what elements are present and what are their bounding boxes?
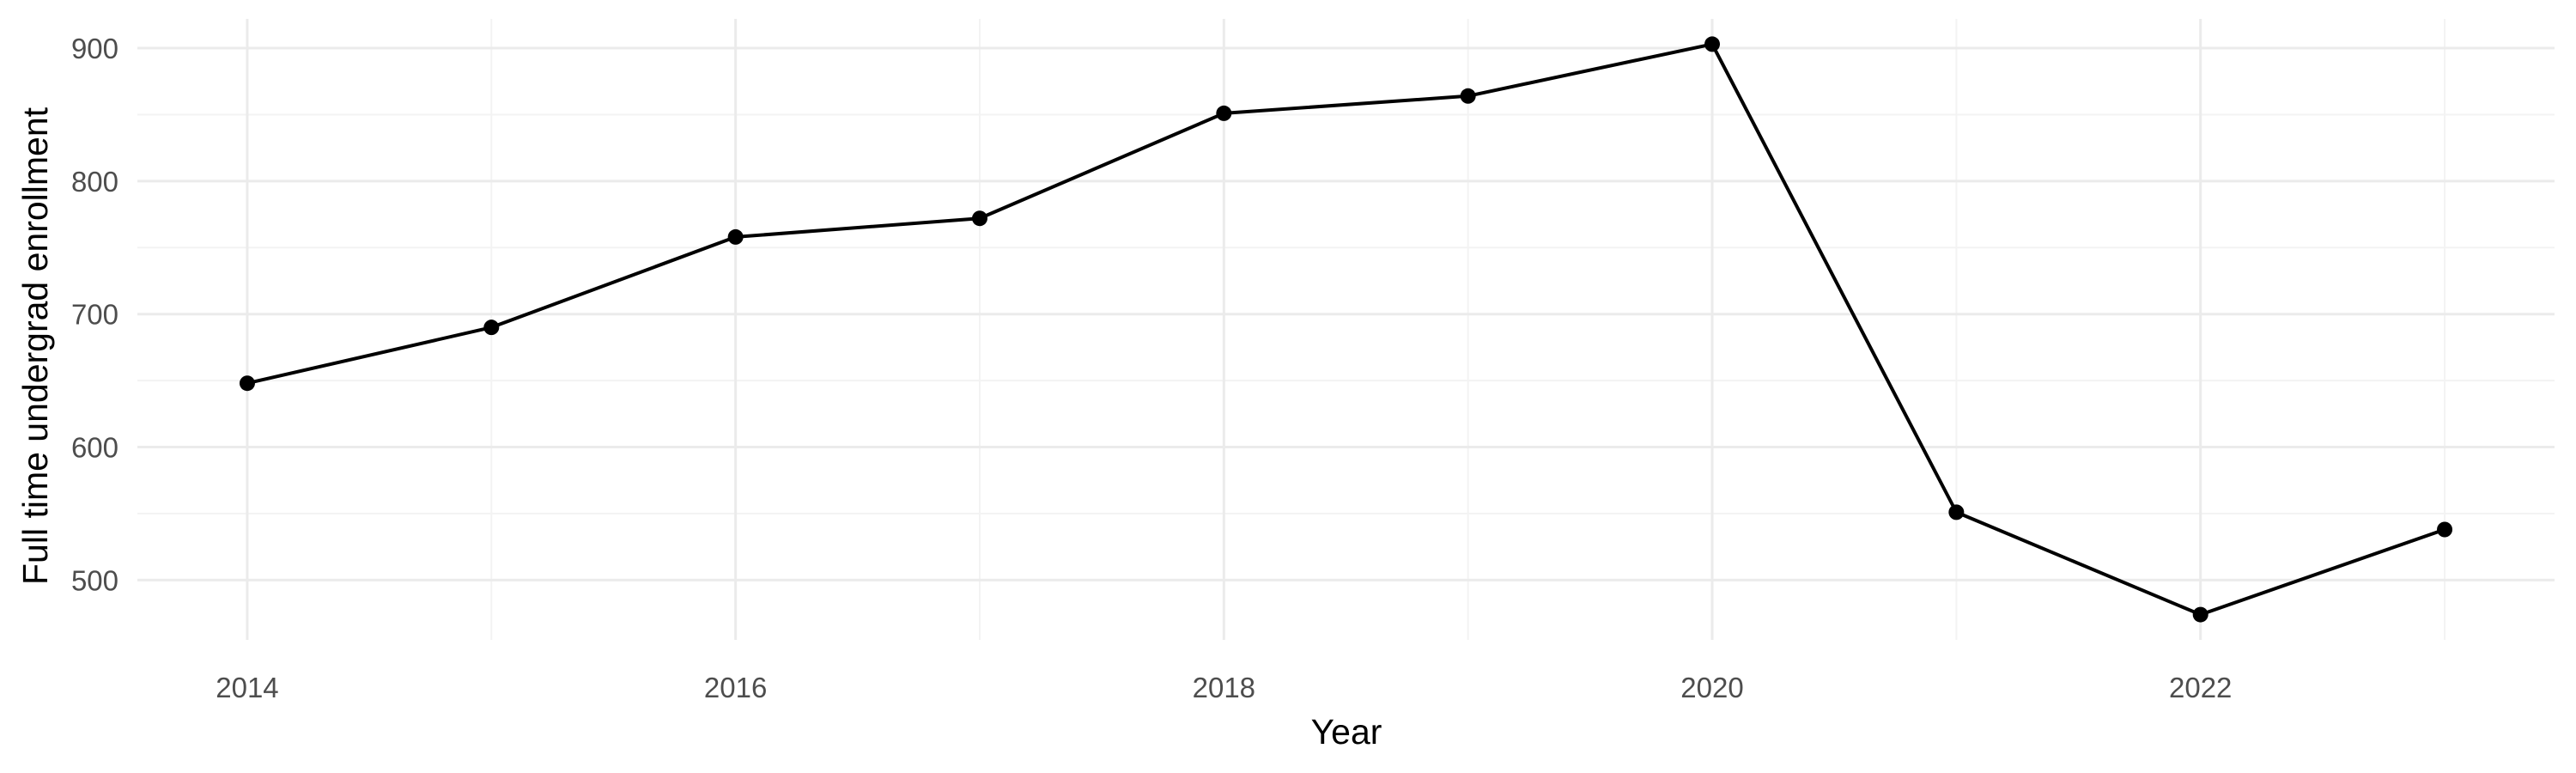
grid xyxy=(137,19,2555,640)
data-point xyxy=(727,228,744,245)
data-point xyxy=(239,375,255,392)
x-tick-label: 2014 xyxy=(216,672,278,703)
y-tick-label: 900 xyxy=(71,33,118,64)
x-axis-tick-labels: 2014 2016 2018 2020 2022 xyxy=(216,672,2232,703)
x-tick-label: 2022 xyxy=(2169,672,2232,703)
y-tick-label: 800 xyxy=(71,166,118,198)
series-line xyxy=(246,42,2445,617)
series-enrollment xyxy=(239,36,2453,623)
data-point xyxy=(2437,521,2453,538)
y-tick-label: 600 xyxy=(71,432,118,464)
data-point xyxy=(1216,105,1232,121)
data-point xyxy=(2192,606,2208,623)
data-point xyxy=(971,210,987,227)
x-axis-title: Year xyxy=(1311,712,1382,752)
x-tick-label: 2020 xyxy=(1680,672,1743,703)
y-tick-label: 500 xyxy=(71,564,118,596)
data-point xyxy=(1460,88,1476,104)
x-tick-label: 2018 xyxy=(1193,672,1255,703)
y-axis-title: Full time undergrad enrollment xyxy=(15,107,55,585)
y-axis-tick-labels: 500 600 700 800 900 xyxy=(71,33,118,596)
y-tick-label: 700 xyxy=(71,299,118,331)
data-point xyxy=(1704,36,1721,52)
data-point xyxy=(483,320,500,336)
x-tick-label: 2016 xyxy=(704,672,767,703)
data-point xyxy=(1948,504,1965,520)
